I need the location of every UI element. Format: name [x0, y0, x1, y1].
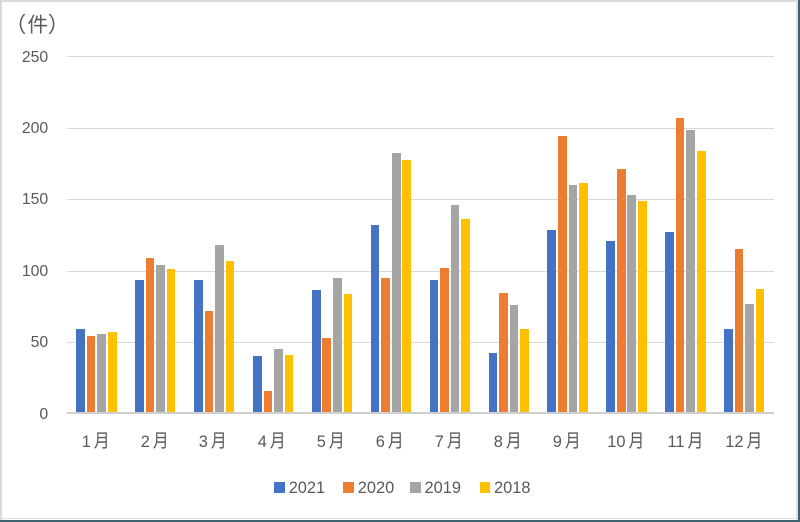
svg-text:2: 2: [140, 433, 149, 451]
svg-text:12: 12: [725, 433, 743, 451]
svg-text:9: 9: [553, 433, 562, 451]
svg-text:1: 1: [81, 433, 90, 451]
svg-text:8: 8: [494, 433, 503, 451]
svg-text:5: 5: [317, 433, 326, 451]
svg-text:7: 7: [435, 433, 444, 451]
svg-text:4: 4: [258, 433, 267, 451]
svg-text:6: 6: [376, 433, 385, 451]
svg-text:3: 3: [199, 433, 208, 451]
svg-text:11: 11: [667, 433, 684, 451]
svg-text:10: 10: [607, 433, 625, 451]
